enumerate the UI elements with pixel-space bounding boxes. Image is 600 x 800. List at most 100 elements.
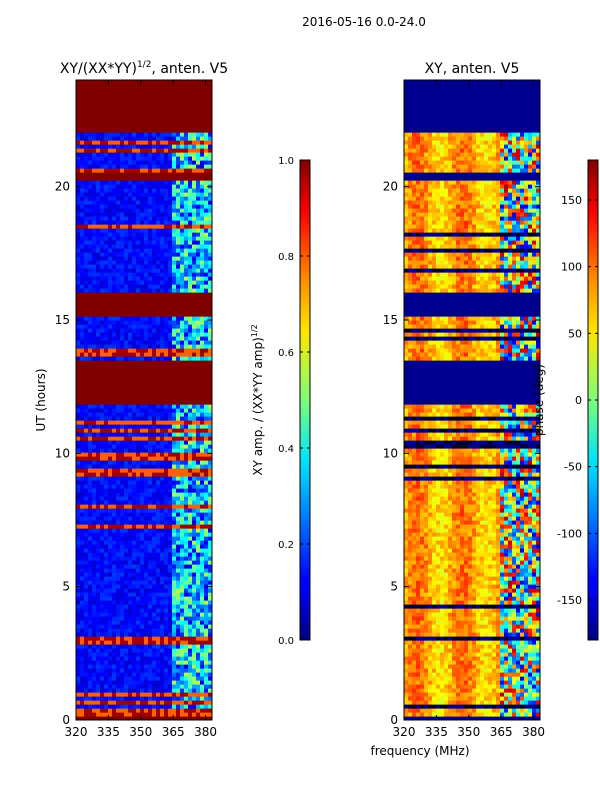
- heatmap-cell: [132, 180, 137, 185]
- heatmap-cell: [112, 392, 117, 397]
- heatmap-cell: [128, 540, 133, 545]
- heatmap-cell: [200, 700, 205, 705]
- heatmap-cell: [140, 368, 145, 373]
- heatmap-cell: [204, 188, 209, 193]
- heatmap-cell: [200, 356, 205, 361]
- heatmap-cell: [188, 252, 193, 257]
- heatmap-cell: [168, 192, 173, 197]
- heatmap-cell: [148, 552, 153, 557]
- heatmap-cell: [208, 580, 212, 585]
- heatmap-cell: [160, 380, 165, 385]
- heatmap-cell: [92, 292, 97, 297]
- heatmap-cell: [196, 380, 201, 385]
- heatmap-cell: [96, 496, 101, 501]
- heatmap-cell: [156, 424, 161, 429]
- heatmap-cell: [148, 312, 153, 317]
- heatmap-cell: [168, 316, 173, 321]
- heatmap-cell: [88, 524, 93, 529]
- heatmap-cell: [112, 540, 117, 545]
- heatmap-cell: [172, 564, 177, 569]
- heatmap-cell: [132, 348, 137, 353]
- heatmap-cell: [208, 604, 212, 609]
- heatmap-cell: [200, 396, 205, 401]
- heatmap-cell: [148, 656, 153, 661]
- heatmap-cell: [76, 160, 81, 165]
- heatmap-cell: [168, 532, 173, 537]
- heatmap-cell: [104, 284, 109, 289]
- heatmap-cell: [92, 644, 97, 649]
- heatmap-cell: [124, 152, 129, 157]
- heatmap-cell: [116, 388, 121, 393]
- heatmap-cell: [120, 168, 125, 173]
- heatmap-cell: [156, 188, 161, 193]
- heatmap-cell: [80, 404, 85, 409]
- heatmap-cell: [140, 612, 145, 617]
- heatmap-cell: [132, 140, 137, 145]
- heatmap-cell: [120, 308, 125, 313]
- heatmap-cell: [152, 268, 157, 273]
- heatmap-cell: [100, 624, 105, 629]
- heatmap-cell: [180, 240, 185, 245]
- heatmap-cell: [148, 420, 153, 425]
- heatmap-cell: [76, 524, 81, 529]
- heatmap-cell: [184, 520, 189, 525]
- heatmap-cell: [76, 624, 81, 629]
- heatmap-cell: [144, 688, 149, 693]
- heatmap-cell: [112, 400, 117, 405]
- heatmap-cell: [108, 476, 113, 481]
- heatmap-cell: [172, 244, 177, 249]
- heatmap-cell: [120, 548, 125, 553]
- heatmap-cell: [104, 332, 109, 337]
- heatmap-cell: [192, 556, 197, 561]
- heatmap-cell: [88, 336, 93, 341]
- heatmap-cell: [164, 212, 169, 217]
- heatmap-cell: [144, 524, 149, 529]
- heatmap-cell: [116, 188, 121, 193]
- heatmap-cell: [128, 672, 133, 677]
- heatmap-cell: [136, 644, 141, 649]
- heatmap-cell: [76, 400, 81, 405]
- heatmap-cell: [80, 320, 85, 325]
- heatmap-cell: [104, 160, 109, 165]
- heatmap-cell: [152, 648, 157, 653]
- heatmap-cell: [164, 628, 169, 633]
- heatmap-cell: [204, 380, 209, 385]
- heatmap-cell: [76, 452, 81, 457]
- heatmap-cell: [116, 668, 121, 673]
- heatmap-cell: [200, 172, 205, 177]
- heatmap-cell: [120, 616, 125, 621]
- heatmap-cell: [196, 532, 201, 537]
- heatmap-cell: [96, 380, 101, 385]
- heatmap-cell: [176, 152, 181, 157]
- heatmap-cell: [180, 292, 185, 297]
- heatmap-cell: [196, 188, 201, 193]
- heatmap-cell: [204, 196, 209, 201]
- heatmap-cell: [168, 448, 173, 453]
- heatmap-cell: [76, 424, 81, 429]
- heatmap-cell: [176, 220, 181, 225]
- heatmap-cell: [144, 396, 149, 401]
- heatmap-cell: [168, 224, 173, 229]
- heatmap-cell: [152, 512, 157, 517]
- heatmap-cell: [100, 572, 105, 577]
- heatmap-cell: [156, 196, 161, 201]
- heatmap-cell: [180, 296, 185, 301]
- heatmap-cell: [136, 140, 141, 145]
- heatmap-cell: [152, 620, 157, 625]
- heatmap-cell: [208, 456, 212, 461]
- heatmap-cell: [112, 356, 117, 361]
- heatmap-cell: [100, 236, 105, 241]
- heatmap-cell: [172, 312, 177, 317]
- heatmap-cell: [92, 628, 97, 633]
- heatmap-cell: [96, 540, 101, 545]
- heatmap-cell: [200, 428, 205, 433]
- heatmap-cell: [100, 652, 105, 657]
- heatmap-cell: [204, 484, 209, 489]
- heatmap-cell: [128, 528, 133, 533]
- heatmap-cell: [116, 628, 121, 633]
- heatmap-cell: [180, 324, 185, 329]
- heatmap-cell: [92, 544, 97, 549]
- heatmap-cell: [200, 228, 205, 233]
- heatmap-cell: [204, 240, 209, 245]
- heatmap-cell: [172, 288, 177, 293]
